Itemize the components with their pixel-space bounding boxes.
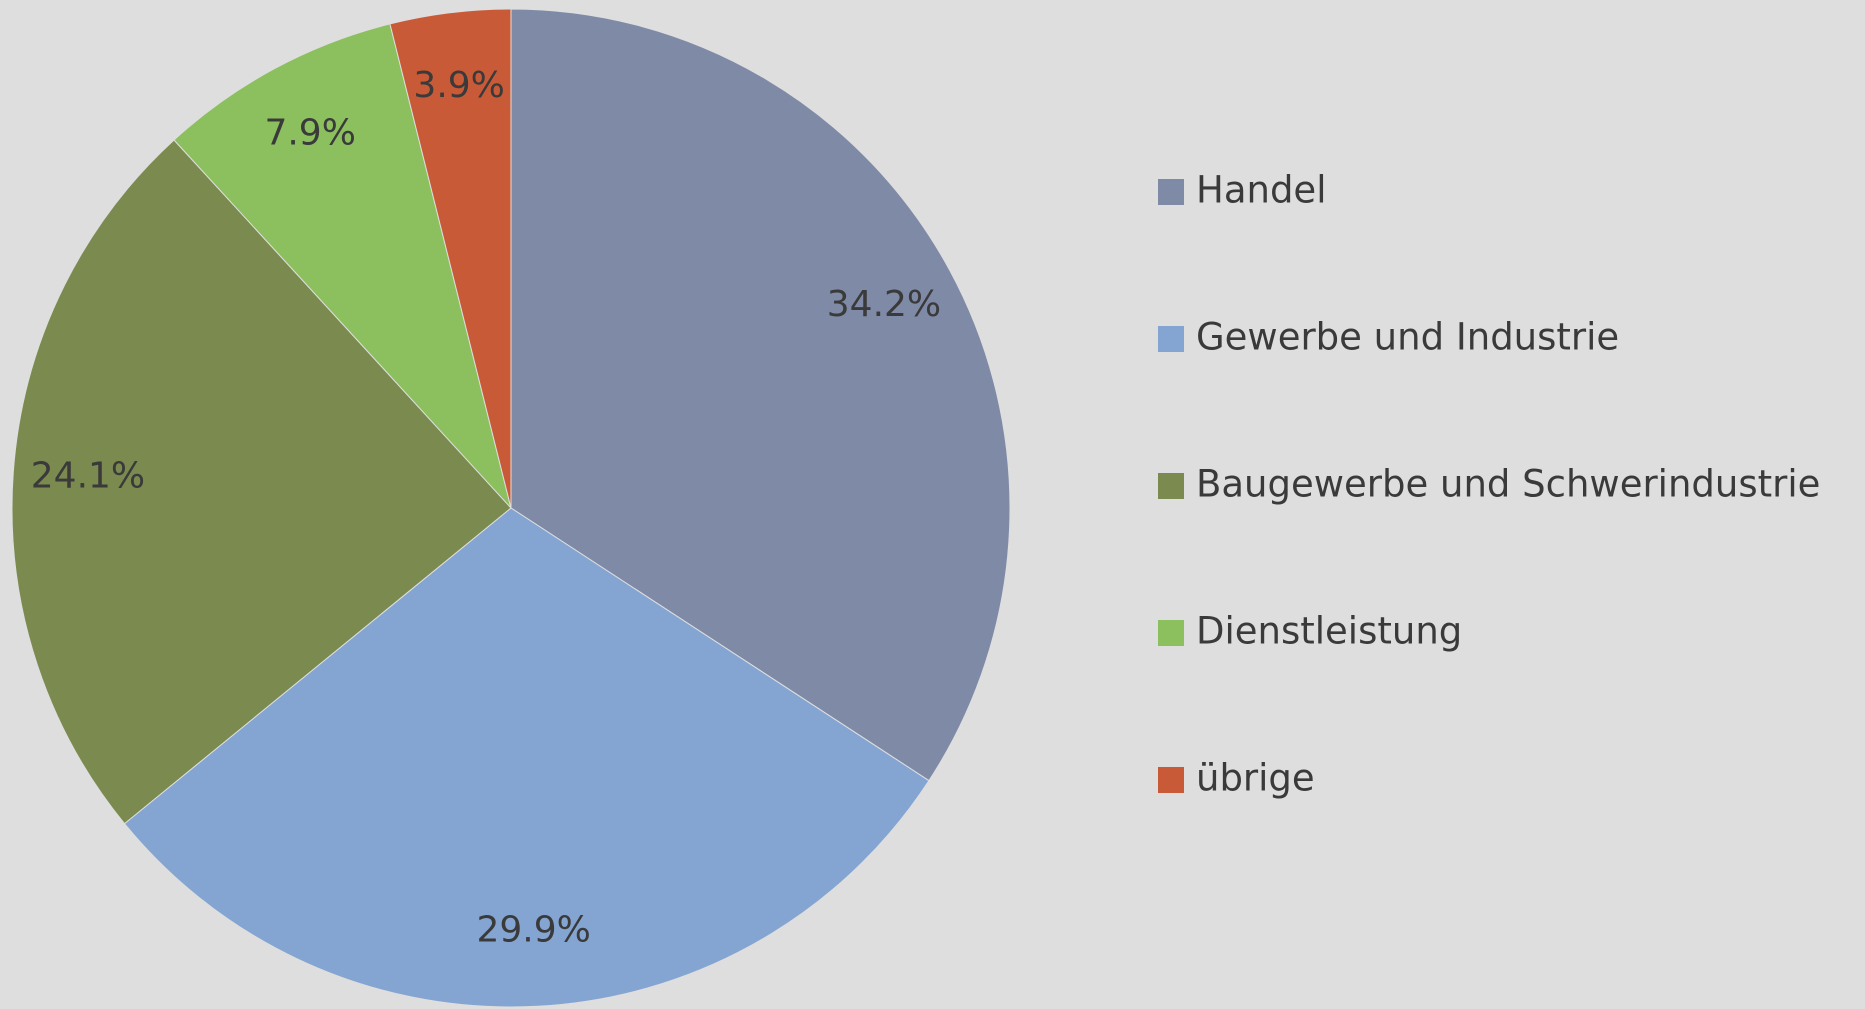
legend-swatch [1158, 473, 1184, 499]
legend-label: Handel [1196, 169, 1326, 212]
data-label: 7.9% [264, 112, 355, 153]
legend-swatch [1158, 326, 1184, 352]
legend-swatch [1158, 620, 1184, 646]
pie-slice [173, 23, 512, 509]
data-label: 34.2% [827, 284, 941, 325]
legend-label: übrige [1196, 757, 1315, 800]
pie-slice [11, 139, 512, 825]
pie-slice [123, 507, 930, 1008]
pie-slice [389, 8, 512, 509]
legend-label: Dienstleistung [1196, 610, 1462, 653]
legend-label: Gewerbe und Industrie [1196, 316, 1619, 359]
pie-slice [510, 8, 1011, 782]
data-label: 24.1% [31, 455, 145, 496]
legend-swatch [1158, 179, 1184, 205]
data-label: 3.9% [413, 65, 504, 106]
legend-swatch [1158, 767, 1184, 793]
legend-label: Baugewerbe und Schwerindustrie [1196, 463, 1820, 506]
data-label: 29.9% [476, 910, 590, 951]
